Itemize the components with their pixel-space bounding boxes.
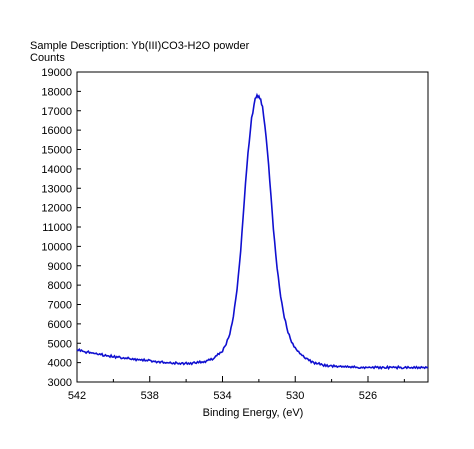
chart-title: Sample Description: Yb(III)CO3-H2O powde… [30, 40, 250, 52]
y-tick-label: 3000 [48, 377, 72, 389]
y-tick-label: 19000 [41, 67, 72, 79]
y-tick-label: 7000 [48, 300, 72, 312]
y-tick-label: 14000 [41, 164, 72, 176]
y-tick-label: 16000 [41, 125, 72, 137]
y-tick-label: 15000 [41, 145, 72, 157]
x-axis: 542 538 534 530 526 [68, 376, 405, 402]
y-tick-label: 5000 [48, 338, 72, 350]
y-tick-label: 18000 [41, 86, 72, 98]
x-axis-label: Binding Energy, (eV) [203, 407, 304, 419]
x-tick-label: 526 [359, 390, 377, 402]
y-axis-label: Counts [30, 52, 65, 64]
series-line [76, 92, 429, 371]
y-tick-label: 10000 [41, 241, 72, 253]
x-tick-label: 534 [213, 390, 231, 402]
y-tick-label: 6000 [48, 319, 72, 331]
x-tick-label: 542 [68, 390, 86, 402]
y-axis: 3000 4000 5000 6000 7000 8000 9000 10000 11000 12… [41, 67, 81, 389]
y-tick-label: 11000 [42, 222, 72, 234]
y-tick-label: 12000 [41, 203, 72, 215]
y-tick-label: 4000 [48, 358, 72, 370]
plot-frame [76, 71, 429, 383]
x-tick-label: 538 [141, 390, 159, 402]
x-tick-label: 530 [286, 390, 304, 402]
y-tick-label: 17000 [41, 106, 72, 118]
y-tick-label: 13000 [41, 183, 72, 195]
y-tick-label: 8000 [48, 280, 72, 292]
y-tick-label: 9000 [48, 261, 72, 273]
